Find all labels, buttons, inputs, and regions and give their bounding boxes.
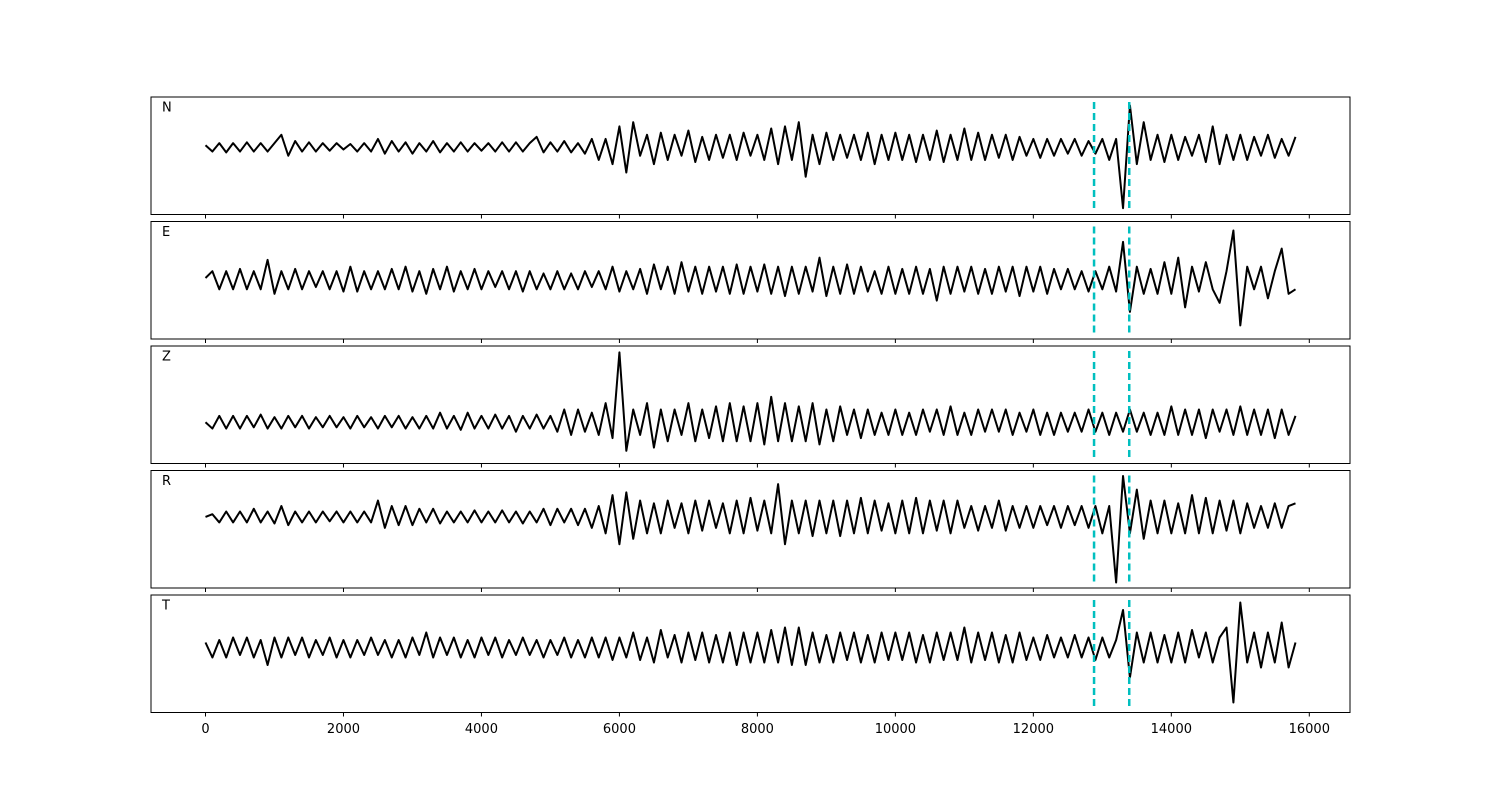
trace [204, 601, 1297, 704]
axes-frame [150, 221, 1351, 340]
axes-frame [150, 594, 1351, 713]
x-tick-label: 14000 [1151, 722, 1192, 737]
x-tick-label: 2000 [327, 722, 360, 737]
panel-label: N [162, 101, 172, 116]
axes-frame [150, 96, 1351, 215]
trace [204, 104, 1297, 210]
x-tick-label: 12000 [1013, 722, 1054, 737]
axes-background [151, 346, 1350, 464]
panel-label: T [161, 599, 170, 614]
panel-label: E [162, 225, 170, 240]
x-tick-label: 10000 [875, 722, 916, 737]
x-tick-label: 8000 [741, 722, 774, 737]
axes-background [151, 221, 1350, 339]
axes-frame [150, 470, 1351, 589]
trace [205, 474, 1296, 584]
x-tick-label: 4000 [465, 722, 498, 737]
panel-label: R [162, 474, 171, 489]
x-tick-label: 16000 [1289, 722, 1330, 737]
axes-background [151, 470, 1350, 588]
trace [204, 229, 1297, 327]
x-tick-label: 0 [201, 722, 209, 737]
axes-frame [150, 345, 1351, 464]
panel-label: Z [162, 350, 171, 365]
trace [204, 351, 1297, 452]
x-tick-label: 6000 [603, 722, 636, 737]
